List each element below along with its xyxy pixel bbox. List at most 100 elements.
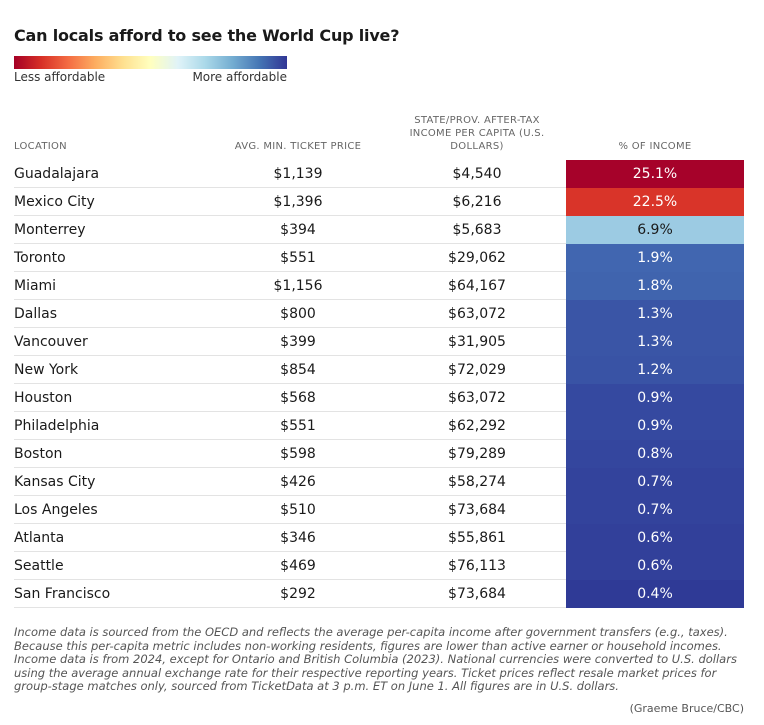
income-cell: $73,684 xyxy=(448,586,506,602)
ticket-price-cell: $399 xyxy=(280,334,316,350)
pct-income-cell: 0.9% xyxy=(566,412,744,440)
color-legend-gradient xyxy=(14,56,287,69)
row-divider xyxy=(14,187,566,188)
location-cell: Boston xyxy=(14,446,63,462)
location-cell: Atlanta xyxy=(14,530,65,546)
legend-label-less-affordable: Less affordable xyxy=(14,70,106,84)
income-cell: $6,216 xyxy=(452,194,502,210)
location-cell: Dallas xyxy=(14,306,58,322)
location-cell: Seattle xyxy=(14,558,64,574)
pct-income-cell: 0.8% xyxy=(566,440,744,468)
pct-income-cell: 0.7% xyxy=(566,496,744,524)
ticket-price-cell: $510 xyxy=(280,502,316,518)
pct-income-cell: 0.7% xyxy=(566,468,744,496)
table-row: Seattle $469 $76,113 0.6% xyxy=(0,552,764,580)
pct-income-cell: 1.3% xyxy=(566,328,744,356)
column-header-ticket-price: AVG. MIN. TICKET PRICE xyxy=(234,141,362,152)
row-divider xyxy=(14,271,566,272)
ticket-price-cell: $1,156 xyxy=(273,278,323,294)
row-divider xyxy=(14,243,566,244)
table-row: New York $854 $72,029 1.2% xyxy=(0,356,764,384)
table-row: Toronto $551 $29,062 1.9% xyxy=(0,244,764,272)
ticket-price-cell: $1,396 xyxy=(273,194,323,210)
row-divider xyxy=(14,411,566,412)
pct-income-cell: 0.6% xyxy=(566,524,744,552)
row-divider xyxy=(14,607,566,608)
table-row: Houston $568 $63,072 0.9% xyxy=(0,384,764,412)
ticket-price-cell: $568 xyxy=(280,390,316,406)
legend-label-more-affordable: More affordable xyxy=(192,70,287,84)
source-credit: (Graeme Bruce/CBC) xyxy=(629,702,744,715)
chart-title: Can locals afford to see the World Cup l… xyxy=(14,26,400,45)
footnote: Income data is sourced from the OECD and… xyxy=(14,625,737,693)
income-cell: $5,683 xyxy=(452,222,502,238)
location-cell: San Francisco xyxy=(14,586,111,602)
ticket-price-cell: $469 xyxy=(280,558,316,574)
location-cell: Guadalajara xyxy=(14,166,100,182)
row-divider xyxy=(14,215,566,216)
row-divider xyxy=(14,355,566,356)
location-cell: Philadelphia xyxy=(14,418,100,434)
row-divider xyxy=(14,327,566,328)
table-row: Boston $598 $79,289 0.8% xyxy=(0,440,764,468)
column-header-income-line: DOLLARS) xyxy=(450,141,504,152)
ticket-price-cell: $854 xyxy=(280,362,316,378)
table-row: Guadalajara $1,139 $4,540 25.1% xyxy=(0,160,764,188)
income-cell: $62,292 xyxy=(448,418,506,434)
income-cell: $72,029 xyxy=(448,362,506,378)
ticket-price-cell: $346 xyxy=(280,530,316,546)
column-header-pct-income: % OF INCOME xyxy=(618,141,692,152)
location-cell: Vancouver xyxy=(14,334,88,350)
table-row: San Francisco $292 $73,684 0.4% xyxy=(0,580,764,608)
pct-income-cell: 1.2% xyxy=(566,356,744,384)
row-divider xyxy=(14,551,566,552)
table-row: Miami $1,156 $64,167 1.8% xyxy=(0,272,764,300)
ticket-price-cell: $551 xyxy=(280,250,316,266)
row-divider xyxy=(14,579,566,580)
pct-income-cell: 6.9% xyxy=(566,216,744,244)
ticket-price-cell: $394 xyxy=(280,222,316,238)
table-row: Philadelphia $551 $62,292 0.9% xyxy=(0,412,764,440)
location-cell: Kansas City xyxy=(14,474,96,490)
column-header-income-line: INCOME PER CAPITA (U.S. xyxy=(409,128,545,139)
ticket-price-cell: $551 xyxy=(280,418,316,434)
table-row: Los Angeles $510 $73,684 0.7% xyxy=(0,496,764,524)
column-header-income: STATE/PROV. AFTER-TAX INCOME PER CAPITA … xyxy=(398,114,556,153)
table-row: Monterrey $394 $5,683 6.9% xyxy=(0,216,764,244)
pct-income-cell: 1.3% xyxy=(566,300,744,328)
table-row: Dallas $800 $63,072 1.3% xyxy=(0,300,764,328)
pct-income-cell: 1.8% xyxy=(566,272,744,300)
income-cell: $63,072 xyxy=(448,306,506,322)
ticket-price-cell: $292 xyxy=(280,586,316,602)
pct-income-cell: 0.9% xyxy=(566,384,744,412)
location-cell: Los Angeles xyxy=(14,502,98,518)
table-row: Mexico City $1,396 $6,216 22.5% xyxy=(0,188,764,216)
income-cell: $76,113 xyxy=(448,558,506,574)
income-cell: $79,289 xyxy=(448,446,506,462)
column-header-location: LOCATION xyxy=(14,141,67,152)
pct-income-cell: 22.5% xyxy=(566,188,744,216)
pct-income-cell: 0.4% xyxy=(566,580,744,608)
column-header-income-line: STATE/PROV. AFTER-TAX xyxy=(414,115,540,126)
ticket-price-cell: $800 xyxy=(280,306,316,322)
ticket-price-cell: $426 xyxy=(280,474,316,490)
income-cell: $63,072 xyxy=(448,390,506,406)
location-cell: Mexico City xyxy=(14,194,95,210)
location-cell: New York xyxy=(14,362,79,378)
table-row: Kansas City $426 $58,274 0.7% xyxy=(0,468,764,496)
location-cell: Houston xyxy=(14,390,73,406)
ticket-price-cell: $598 xyxy=(280,446,316,462)
row-divider xyxy=(14,299,566,300)
row-divider xyxy=(14,523,566,524)
row-divider xyxy=(14,495,566,496)
pct-income-cell: 0.6% xyxy=(566,552,744,580)
location-cell: Miami xyxy=(14,278,57,294)
row-divider xyxy=(14,383,566,384)
income-cell: $73,684 xyxy=(448,502,506,518)
ticket-price-cell: $1,139 xyxy=(273,166,323,182)
income-cell: $31,905 xyxy=(448,334,506,350)
row-divider xyxy=(14,439,566,440)
row-divider xyxy=(14,467,566,468)
location-cell: Monterrey xyxy=(14,222,86,238)
pct-income-cell: 25.1% xyxy=(566,160,744,188)
